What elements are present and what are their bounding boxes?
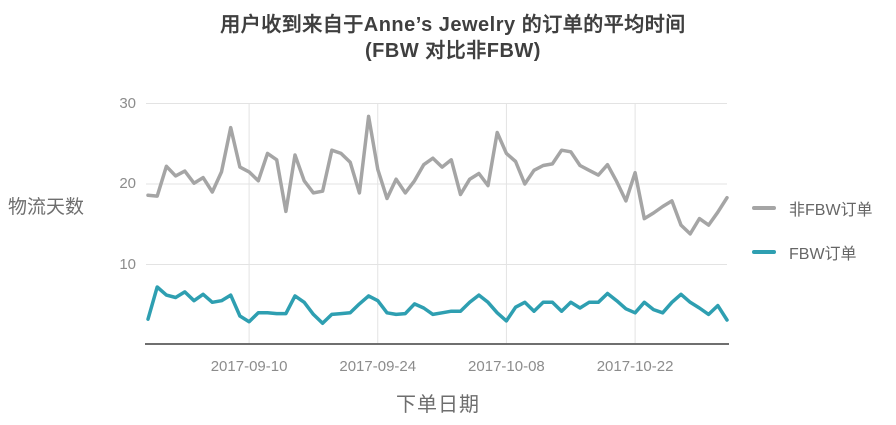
legend-swatch-fbw-icon	[752, 250, 776, 254]
chart-title: 用户收到来自于Anne’s Jewelry 的订单的平均时间 (FBW 对比非F…	[10, 12, 896, 64]
series-line-fbw	[146, 285, 729, 326]
legend-label-fbw: FBW订单	[789, 246, 857, 263]
legend-item-non-fbw: 非FBW订单	[752, 196, 873, 220]
y-axis-title: 物流天数	[8, 197, 85, 218]
x-axis-title: 下单日期	[396, 394, 480, 416]
legend: 非FBW订单 FBW订单	[752, 196, 873, 264]
y-tick-10: 10	[119, 255, 136, 273]
series-line-non-fbw	[146, 114, 729, 236]
y-tick-20: 20	[119, 175, 136, 192]
x-tick-2017-09-10: 2017-09-10	[210, 358, 288, 375]
legend-item-fbw: FBW订单	[752, 240, 873, 264]
legend-swatch-non-fbw-icon	[752, 206, 776, 210]
legend-label-non-fbw: 非FBW订单	[789, 202, 873, 219]
x-tick-2017-09-24: 2017-09-24	[339, 358, 417, 375]
chart-title-line1: 用户收到来自于Anne’s Jewelry 的订单的平均时间	[220, 14, 686, 36]
y-tick-30: 30	[119, 94, 136, 112]
x-tick-2017-10-08: 2017-10-08	[468, 358, 545, 375]
chart-title-line2: (FBW 对比非FBW)	[365, 40, 541, 62]
x-tick-2017-10-22: 2017-10-22	[596, 358, 674, 375]
